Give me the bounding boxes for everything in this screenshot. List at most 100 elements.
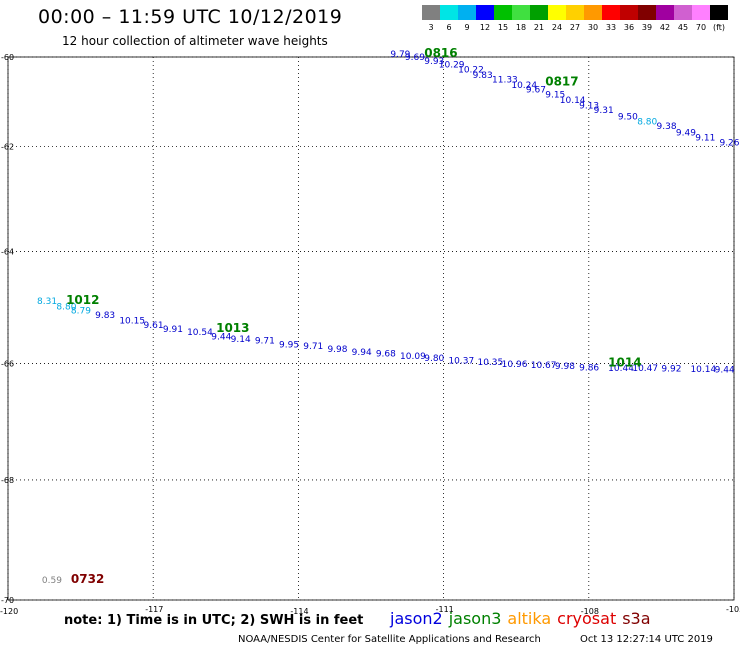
swh-value: 8.80	[637, 117, 657, 127]
legend-cryosat: cryosat	[557, 609, 617, 628]
swh-value: 10.47	[632, 364, 658, 374]
swh-value: 9.79	[390, 50, 410, 60]
satellite-legend: jason2 jason3 altika cryosat s3a	[390, 609, 657, 628]
longitude-label: -108	[581, 607, 599, 616]
colorbar-swatch	[440, 5, 458, 20]
colorbar-label: 39	[641, 23, 653, 32]
colorbar-label: 6	[446, 23, 452, 32]
pass-time-label: 0817	[545, 75, 578, 89]
swh-value: 9.93	[424, 57, 444, 67]
colorbar-swatch	[638, 5, 656, 20]
swh-value: 10.22	[458, 66, 484, 76]
swh-value: 9.44	[211, 333, 231, 343]
swh-value: 8.80	[56, 303, 76, 313]
swh-value: 9.98	[327, 345, 347, 355]
legend-altika: altika	[507, 609, 552, 628]
swh-value: 9.71	[303, 342, 323, 352]
colorbar-swatch	[422, 5, 440, 20]
colorbar-swatch	[476, 5, 494, 20]
swh-value: 10.37	[448, 356, 474, 366]
pass-time-label: 1012	[66, 293, 99, 307]
swh-value: 9.80	[424, 354, 444, 364]
swh-value: 10.29	[439, 61, 465, 71]
latitude-label: -62	[1, 143, 14, 152]
swh-value: 10.35	[477, 358, 503, 368]
swh-value: 9.31	[594, 106, 614, 116]
longitude-label: -114	[290, 607, 308, 616]
latitude-label: -60	[1, 53, 14, 62]
swh-value: 9.92	[661, 364, 681, 374]
colorbar-label: (ft)	[712, 23, 726, 32]
latitude-label: -66	[1, 359, 14, 368]
swh-value: 0.59	[42, 576, 62, 586]
legend-jason3: jason3	[448, 609, 502, 628]
swh-value: 10.44	[608, 364, 634, 374]
swh-value: 9.13	[579, 101, 599, 111]
swh-value: 9.69	[405, 53, 425, 63]
swh-value: 11.33	[492, 75, 518, 85]
swh-value: 9.68	[376, 350, 396, 360]
legend-jason2: jason2	[390, 609, 443, 628]
swh-value: 9.61	[144, 321, 164, 331]
legend-s3a: s3a	[622, 609, 651, 628]
colorbar-swatch	[620, 5, 638, 20]
swh-value: 10.15	[119, 317, 145, 327]
colorbar-label: 12	[479, 23, 491, 32]
swh-value: 9.38	[657, 122, 677, 132]
colorbar-label: 18	[515, 23, 527, 32]
swh-value: 9.49	[676, 129, 696, 139]
colorbar-label: 42	[659, 23, 671, 32]
colorbar-swatch	[458, 5, 476, 20]
pass-time-label: 1014	[608, 355, 641, 369]
wave-height-colorbar	[422, 5, 728, 20]
colorbar-swatch	[566, 5, 584, 20]
latitude-label: -64	[1, 248, 14, 257]
map-subtitle: 12 hour collection of altimeter wave hei…	[62, 34, 328, 48]
colorbar-label: 33	[605, 23, 617, 32]
swh-value: 9.86	[579, 363, 599, 373]
swh-value: 9.26	[719, 139, 739, 149]
units-note: note: 1) Time is in UTC; 2) SWH is in fe…	[64, 613, 364, 628]
latitude-label: -68	[1, 476, 14, 485]
map-title: 00:00 – 11:59 UTC 10/12/2019	[38, 6, 343, 28]
pass-time-label: 0816	[424, 46, 457, 60]
swh-value: 9.71	[255, 336, 275, 346]
swh-value: 8.31	[37, 297, 57, 307]
swh-value: 9.44	[715, 366, 735, 376]
colorbar-label: 9	[464, 23, 470, 32]
generated-timestamp: Oct 13 12:27:14 UTC 2019	[580, 634, 713, 645]
colorbar-swatch	[692, 5, 710, 20]
colorbar-swatch	[602, 5, 620, 20]
swh-value: 8.79	[71, 307, 91, 317]
colorbar-label: 36	[623, 23, 635, 32]
swh-value: 9.91	[163, 325, 183, 335]
colorbar-label: 70	[695, 23, 707, 32]
map-frame	[7, 56, 735, 601]
colorbar-label: 21	[533, 23, 545, 32]
colorbar-swatch	[530, 5, 548, 20]
swh-value: 9.83	[473, 71, 493, 81]
pass-time-label: 0732	[71, 572, 104, 586]
swh-value: 10.14	[690, 365, 716, 375]
colorbar-label: 27	[569, 23, 581, 32]
swh-value: 9.14	[231, 335, 251, 345]
swh-value: 10.24	[511, 81, 537, 91]
swh-value: 9.11	[695, 134, 715, 144]
pass-time-label: 1013	[216, 321, 249, 335]
colorbar-swatch	[656, 5, 674, 20]
latitude-label: -70	[1, 596, 14, 605]
colorbar-labels: 3 6 9 12 15 18 21 24 27 30 33 36 39 42 45 70 (ft)	[422, 23, 740, 35]
longitude-label: -111	[436, 605, 454, 614]
swh-value: 10.96	[502, 360, 528, 370]
longitude-label: -120	[0, 607, 18, 616]
swh-value: 10.09	[400, 352, 426, 362]
swh-value: 9.98	[555, 362, 575, 372]
colorbar-swatch	[674, 5, 692, 20]
swh-value: 10.14	[560, 96, 586, 106]
swh-value: 9.50	[618, 112, 638, 122]
colorbar-label: 24	[551, 23, 563, 32]
credit-text: NOAA/NESDIS Center for Satellite Applica…	[238, 634, 541, 645]
colorbar-swatch	[584, 5, 602, 20]
swh-value: 9.83	[95, 311, 115, 321]
